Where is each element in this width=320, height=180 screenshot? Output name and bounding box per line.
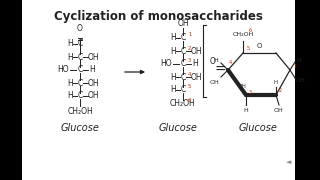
Text: H: H [170, 46, 176, 55]
Bar [22, 0, 295, 180]
Text: H: H [170, 33, 176, 42]
Bar [295, 0, 320, 180]
Text: HO: HO [160, 60, 172, 69]
Text: C: C [77, 53, 83, 62]
Text: Glucose: Glucose [239, 123, 277, 133]
Text: H: H [244, 109, 248, 114]
Text: HO: HO [57, 66, 69, 75]
Text: 3: 3 [188, 58, 191, 64]
Text: C: C [180, 86, 186, 94]
Text: H: H [296, 57, 301, 62]
Text: Glucose: Glucose [60, 123, 100, 133]
Text: C: C [77, 78, 83, 87]
Text: H: H [67, 78, 73, 87]
Text: C: C [77, 39, 83, 48]
Text: CH: CH [239, 84, 247, 89]
Text: C: C [77, 66, 83, 75]
Text: CH₂OH: CH₂OH [170, 100, 196, 109]
Text: H: H [214, 57, 218, 62]
Text: H: H [170, 73, 176, 82]
Text: O: O [77, 24, 83, 33]
Text: 6: 6 [188, 98, 191, 102]
Text: ◄: ◄ [286, 159, 291, 165]
Text: 6: 6 [249, 28, 252, 33]
Bar [0, 0, 22, 180]
Text: 1: 1 [188, 33, 191, 37]
Text: C: C [180, 73, 186, 82]
Text: CH₂OH: CH₂OH [232, 33, 254, 37]
Text: C: C [180, 46, 186, 55]
Text: H: H [89, 66, 95, 75]
Text: 1: 1 [293, 64, 296, 69]
Text: OH: OH [209, 80, 219, 84]
Text: C: C [180, 33, 186, 42]
Text: OH: OH [190, 46, 202, 55]
Text: O: O [257, 43, 262, 49]
Text: =: = [214, 63, 226, 77]
Text: 4: 4 [229, 60, 232, 66]
Text: 2: 2 [279, 89, 282, 93]
Text: Cyclization of monosaccharides: Cyclization of monosaccharides [53, 10, 262, 23]
Text: OH: OH [177, 19, 189, 28]
Text: Glucose: Glucose [159, 123, 197, 133]
Text: OH: OH [87, 53, 99, 62]
Text: 3: 3 [249, 89, 252, 94]
Text: CH₂OH: CH₂OH [67, 107, 93, 116]
Text: OH: OH [296, 78, 306, 82]
Text: 4: 4 [188, 71, 191, 76]
Text: H: H [67, 53, 73, 62]
Text: OH: OH [190, 73, 202, 82]
Text: H: H [67, 91, 73, 100]
Text: 5: 5 [247, 46, 250, 51]
Text: C: C [77, 91, 83, 100]
Text: OH: OH [87, 91, 99, 100]
Text: H: H [67, 39, 73, 48]
Text: OH: OH [87, 78, 99, 87]
Text: 2: 2 [188, 46, 191, 51]
Text: OH: OH [273, 109, 283, 114]
Text: O: O [210, 57, 216, 66]
Text: H: H [170, 86, 176, 94]
Text: H: H [192, 60, 198, 69]
Text: 5: 5 [188, 84, 191, 89]
Text: C: C [180, 60, 186, 69]
Text: H: H [274, 80, 278, 86]
